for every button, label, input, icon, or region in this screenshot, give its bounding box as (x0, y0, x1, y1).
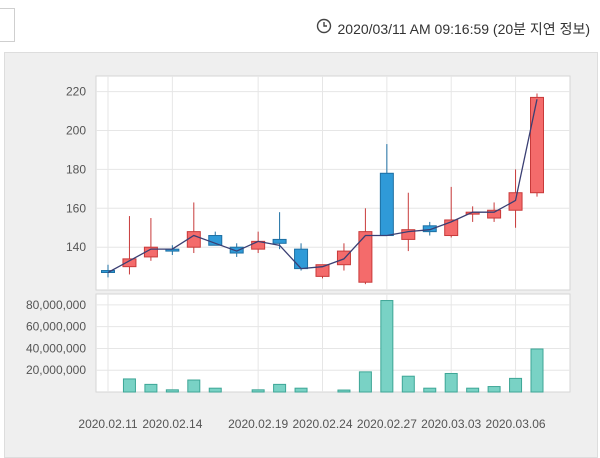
timestamp-text: 2020/03/11 AM 09:16:59 (20분 지연 정보) (337, 21, 591, 37)
volume-bar (358, 371, 372, 393)
candle-body (422, 225, 437, 233)
candle-body (186, 231, 201, 248)
volume-bar (337, 389, 351, 393)
candle (229, 243, 244, 257)
candle (444, 186, 459, 238)
candle-body (358, 231, 373, 283)
price-tick-label: 140 (66, 240, 86, 254)
candle (186, 202, 201, 254)
candle-body (508, 192, 523, 211)
clock-icon (316, 18, 332, 37)
volume-bar (423, 387, 437, 393)
volume-tick-label: 60,000,000 (26, 320, 86, 334)
candle-body (444, 219, 459, 237)
price-plot-area (95, 75, 571, 291)
volume-bar (251, 389, 265, 393)
candle-body (401, 229, 416, 240)
volume-bar (509, 377, 523, 393)
volume-bar (294, 387, 308, 393)
price-tick-label: 220 (66, 85, 86, 99)
candle-body (487, 209, 502, 219)
volume-bar (401, 375, 415, 393)
volume-bars (122, 300, 544, 393)
volume-tick-label: 20,000,000 (26, 363, 86, 377)
volume-grid (96, 304, 570, 371)
volume-ticks: 20,000,000 40,000,000 60,000,000 80,000,000 (26, 298, 86, 377)
candle-body (272, 238, 287, 244)
volume-bar (380, 300, 394, 393)
price-ticks: 140 160 180 200 220 (66, 85, 86, 255)
volume-bar (144, 383, 158, 393)
price-tick-label: 160 (66, 201, 86, 215)
candle-body (315, 264, 330, 277)
x-axis-labels: 2020.02.11 2020.02.14 2020.02.19 2020.02.24… (78, 417, 545, 431)
volume-bar (187, 379, 201, 393)
x-axis-label: 2020.02.19 (228, 417, 288, 431)
x-axis-label: 2020.02.14 (142, 417, 202, 431)
candle (358, 208, 373, 285)
volume-bar (208, 387, 222, 393)
volume-bar (165, 389, 179, 393)
volume-tick-label: 40,000,000 (26, 341, 86, 355)
candle-body (229, 246, 244, 254)
price-tick-label: 180 (66, 162, 86, 176)
candle (272, 212, 287, 250)
candle (422, 221, 437, 236)
left-edge-box (0, 8, 15, 42)
candle (122, 216, 137, 275)
volume-bar (487, 386, 501, 393)
candle-body (379, 172, 394, 237)
volume-bar (122, 378, 136, 393)
candle (530, 93, 544, 197)
x-axis-label: 2020.02.11 (78, 417, 137, 431)
candle-body (122, 258, 137, 268)
x-axis-label: 2020.02.24 (292, 417, 352, 431)
volume-bar (444, 372, 458, 393)
candle-body (530, 96, 544, 194)
volume-plot-area (95, 293, 571, 393)
x-axis-label: 2020.02.27 (357, 417, 417, 431)
price-tick-label: 200 (66, 123, 86, 137)
candle (401, 192, 416, 252)
x-axis-label: 2020.03.06 (486, 417, 546, 431)
candle-body (294, 248, 309, 270)
volume-bar (273, 383, 287, 393)
moving-average-line (107, 99, 538, 274)
x-axis-label: 2020.03.03 (421, 417, 481, 431)
volume-tick-label: 80,000,000 (26, 298, 86, 312)
volume-bar (466, 387, 480, 393)
timestamp-bar: 2020/03/11 AM 09:16:59 (20분 지연 정보) (316, 18, 591, 40)
volume-bar (530, 348, 544, 393)
candle (294, 243, 309, 271)
